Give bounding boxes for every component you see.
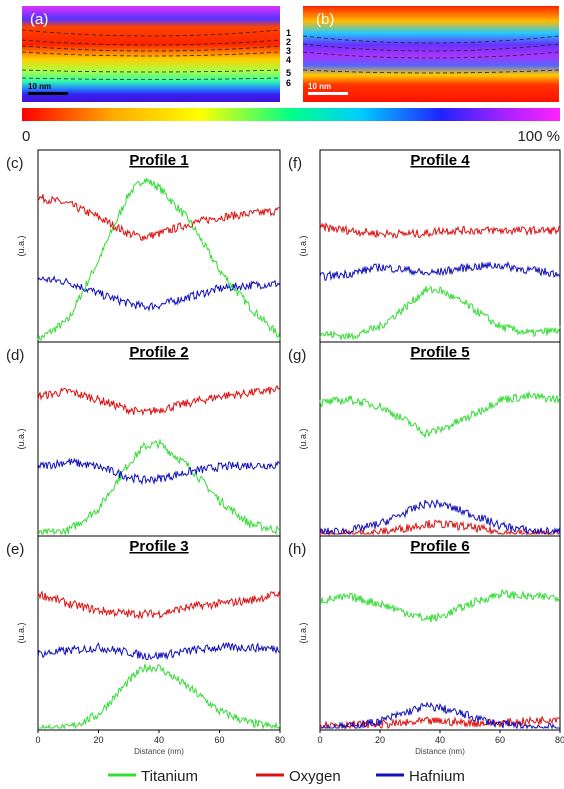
y-axis-label: (u.a.)	[298, 428, 308, 449]
x-axis-label: Distance (nm)	[415, 747, 465, 756]
plot-frame	[37, 149, 281, 343]
x-tick-label: 40	[435, 735, 445, 745]
plot-frame	[37, 341, 281, 537]
panel-label: (e)	[6, 541, 24, 558]
legend: Titanium Oxygen Hafnium	[108, 768, 465, 785]
y-axis-label: (u.a.)	[16, 235, 26, 256]
series-line-oxygen	[37, 194, 281, 242]
series-line-oxygen	[37, 590, 281, 620]
series-line-oxygen	[319, 715, 561, 730]
layer-number: 2	[286, 37, 291, 47]
series-line-titanium	[37, 438, 281, 536]
legend-label-oxygen: Oxygen	[289, 768, 341, 785]
x-tick-label: 80	[275, 735, 285, 745]
x-axis-label: Distance (nm)	[134, 747, 184, 756]
colorbar: 0 100 %	[22, 108, 560, 145]
panel-label: (c)	[6, 155, 24, 172]
plot-title: Profile 2	[129, 344, 188, 361]
series-line-titanium	[37, 176, 281, 341]
x-tick-label: 40	[154, 735, 164, 745]
x-tick-label: 60	[214, 735, 224, 745]
colorbar-max-label: 100 %	[517, 128, 560, 145]
map-a-scalebar-label: 10 nm	[28, 82, 51, 91]
x-tick-label: 60	[495, 735, 505, 745]
plot-title: Profile 4	[410, 152, 470, 169]
series-line-hafnium	[320, 701, 560, 730]
series-line-titanium	[319, 390, 561, 439]
colorbar-gradient	[22, 108, 560, 121]
layer-number: 4	[286, 55, 291, 65]
profile-panels: Profile 1(c)(u.a.)Profile 2(d)(u.a.)Prof…	[6, 149, 564, 756]
layer-number: 5	[286, 68, 291, 78]
plot-frame	[319, 535, 561, 731]
series-line-hafnium	[319, 499, 561, 536]
map-a-layer-lines	[21, 29, 281, 80]
panel-label: (g)	[288, 347, 306, 364]
profile-panel: Profile 5 (g) (u.a.)	[288, 341, 561, 537]
series-line-oxygen	[319, 222, 561, 239]
map-b-scalebar-label: 10 nm	[308, 82, 331, 91]
map-b-layer-lines	[302, 35, 560, 74]
series-line-oxygen	[319, 519, 561, 536]
map-a-scalebar	[28, 92, 68, 95]
layer-numbers: 1 2 3 4 5 6	[286, 28, 291, 88]
map-b-panel-label: (b)	[316, 11, 334, 28]
y-axis-label: (u.a.)	[16, 622, 26, 643]
series-line-titanium	[319, 588, 561, 623]
series-line-hafnium	[37, 457, 281, 486]
legend-label-titanium: Titanium	[141, 768, 198, 785]
panel-label: (h)	[288, 541, 306, 558]
profile-panel: Profile 1 (c) (u.a.)	[6, 149, 281, 343]
panel-label: (d)	[6, 347, 24, 364]
map-b-scalebar	[308, 92, 348, 95]
x-tick-label: 20	[375, 735, 385, 745]
series-line-titanium	[319, 285, 561, 340]
map-b-image	[303, 6, 559, 102]
plot-title: Profile 5	[410, 344, 469, 361]
series-line-hafnium	[319, 260, 561, 282]
y-axis-label: (u.a.)	[298, 622, 308, 643]
x-tick-label: 0	[317, 735, 322, 745]
colorbar-min-label: 0	[22, 128, 30, 145]
y-axis-label: (u.a.)	[16, 428, 26, 449]
series-line-hafnium	[37, 641, 281, 661]
map-a: (a) 10 nm	[21, 6, 281, 102]
x-tick-label: 80	[555, 735, 564, 745]
map-a-panel-label: (a)	[30, 11, 48, 28]
legend-label-hafnium: Hafnium	[409, 768, 465, 785]
plot-title: Profile 6	[410, 538, 469, 555]
map-b: (b) 10 nm	[302, 6, 560, 102]
series-line-hafnium	[37, 275, 281, 312]
profile-panel: Profile 3 (e) (u.a.) 0 20 40 60 80 Distance (nm)	[6, 535, 285, 756]
plot-frame	[319, 149, 561, 343]
layer-number: 3	[286, 46, 291, 56]
series-line-titanium	[38, 663, 281, 730]
plot-title: Profile 1	[129, 152, 188, 169]
x-tick-label: 20	[93, 735, 103, 745]
layer-number: 6	[286, 78, 291, 88]
profile-panel: Profile 4 (f) (u.a.)	[288, 149, 561, 343]
layer-number: 1	[286, 28, 291, 38]
panel-label: (f)	[288, 155, 302, 172]
series-line-oxygen	[37, 384, 281, 417]
plot-frame	[37, 535, 281, 731]
x-tick-label: 0	[35, 735, 40, 745]
profile-panel: Profile 6 (h) (u.a.) 0 20 40 60 80 Distance (nm)	[288, 535, 564, 756]
profile-panel: Profile 2 (d) (u.a.)	[6, 341, 281, 537]
plot-title: Profile 3	[129, 538, 188, 555]
y-axis-label: (u.a.)	[298, 235, 308, 256]
